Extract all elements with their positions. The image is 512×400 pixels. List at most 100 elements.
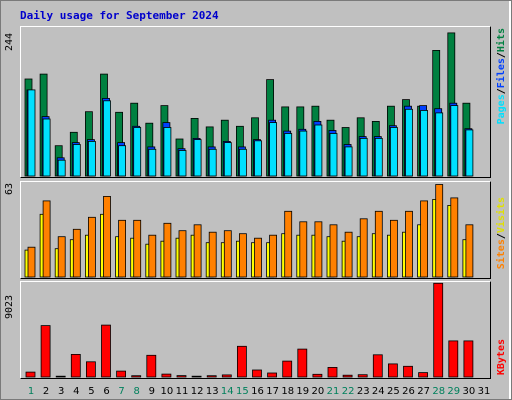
day-label-25: 25 bbox=[387, 386, 400, 397]
pages-bar-23 bbox=[359, 137, 368, 177]
pages-bar-24 bbox=[374, 137, 383, 177]
day-label-4: 4 bbox=[73, 386, 79, 397]
pages-bar-3 bbox=[57, 159, 66, 177]
sites-bar-4 bbox=[72, 228, 81, 278]
sites-bar-9 bbox=[148, 234, 157, 278]
sites-bar-28 bbox=[435, 184, 444, 278]
kbytes-bar-18 bbox=[282, 360, 293, 378]
kbytes-bar-28 bbox=[433, 282, 444, 378]
pages-bar-28 bbox=[435, 112, 444, 177]
sites-bar-17 bbox=[269, 234, 278, 278]
day-label-15: 15 bbox=[236, 386, 249, 397]
pages-bar-17 bbox=[269, 122, 278, 177]
day-label-12: 12 bbox=[191, 386, 204, 397]
kbytes-bar-25 bbox=[387, 363, 398, 378]
pages-bar-15 bbox=[238, 148, 247, 177]
kbytes-bar-1 bbox=[25, 371, 36, 378]
pages-bar-25 bbox=[389, 127, 398, 177]
kbytes-bar-30 bbox=[463, 340, 474, 378]
kbytes-bar-26 bbox=[403, 365, 413, 378]
pages-bar-10 bbox=[163, 127, 172, 177]
kbytes-bar-8 bbox=[131, 375, 142, 378]
day-label-9: 9 bbox=[149, 386, 155, 397]
kbytes-bar-9 bbox=[146, 354, 157, 378]
day-label-21: 21 bbox=[327, 386, 340, 397]
day-label-3: 3 bbox=[58, 386, 64, 397]
pages-bar-4 bbox=[72, 144, 81, 177]
pages-bar-9 bbox=[148, 148, 157, 177]
pages-bar-20 bbox=[314, 124, 323, 177]
sites-bar-5 bbox=[88, 216, 96, 278]
sites-bar-10 bbox=[163, 222, 172, 278]
sites-bar-22 bbox=[344, 231, 353, 278]
pages-bar-8 bbox=[133, 127, 142, 177]
kbytes-bar-6 bbox=[101, 324, 111, 378]
sites-bar-30 bbox=[465, 224, 474, 278]
kbytes-bar-5 bbox=[86, 361, 96, 378]
kbytes-bar-21 bbox=[327, 366, 338, 378]
pages-bar-11 bbox=[178, 150, 187, 177]
kbytes-bar-20 bbox=[312, 373, 323, 378]
day-label-26: 26 bbox=[402, 386, 415, 397]
day-label-20: 20 bbox=[312, 386, 325, 397]
sites-bar-13 bbox=[208, 231, 217, 278]
kbytes-bar-15 bbox=[236, 345, 247, 378]
sites-bar-21 bbox=[329, 224, 338, 278]
sites-bar-1 bbox=[27, 246, 36, 278]
sites-bar-14 bbox=[223, 230, 232, 278]
day-label-11: 11 bbox=[176, 386, 189, 397]
kbytes-bar-22 bbox=[342, 374, 353, 378]
kbytes-bar-27 bbox=[418, 372, 429, 378]
sites-bar-23 bbox=[359, 218, 368, 278]
pages-bar-13 bbox=[208, 148, 217, 177]
sites-bar-6 bbox=[103, 195, 111, 278]
pages-bar-14 bbox=[223, 142, 232, 177]
pages-bar-29 bbox=[450, 105, 459, 177]
kbytes-bar-4 bbox=[70, 353, 81, 378]
sites-bar-12 bbox=[193, 224, 202, 278]
sites-bar-8 bbox=[133, 219, 142, 278]
pages-bar-18 bbox=[284, 133, 293, 177]
day-label-16: 16 bbox=[251, 386, 264, 397]
day-label-10: 10 bbox=[161, 386, 174, 397]
day-label-13: 13 bbox=[206, 386, 219, 397]
sites-bar-26 bbox=[405, 210, 413, 278]
day-label-6: 6 bbox=[103, 386, 109, 397]
pages-bar-1 bbox=[27, 89, 36, 177]
pages-bar-30 bbox=[465, 129, 474, 177]
sites-bar-29 bbox=[450, 197, 459, 278]
day-label-29: 29 bbox=[447, 386, 460, 397]
sites-bar-20 bbox=[314, 221, 323, 278]
kbytes-bar-2 bbox=[40, 325, 51, 378]
day-label-5: 5 bbox=[88, 386, 94, 397]
day-label-17: 17 bbox=[266, 386, 279, 397]
sites-bar-24 bbox=[374, 210, 383, 278]
sites-bar-27 bbox=[420, 200, 429, 278]
day-label-28: 28 bbox=[432, 386, 445, 397]
kbytes-bar-19 bbox=[297, 348, 308, 378]
day-label-14: 14 bbox=[221, 386, 234, 397]
kbytes-bar-12 bbox=[191, 375, 202, 378]
pages-bar-7 bbox=[118, 145, 126, 177]
pages-bar-19 bbox=[299, 130, 308, 177]
sites-bar-2 bbox=[42, 200, 51, 278]
day-label-7: 7 bbox=[118, 386, 124, 397]
sites-bar-18 bbox=[284, 210, 293, 278]
sites-bar-16 bbox=[254, 237, 262, 278]
day-label-2: 2 bbox=[43, 386, 49, 397]
pages-bar-5 bbox=[88, 140, 96, 177]
sites-bar-7 bbox=[118, 219, 126, 278]
sites-bar-19 bbox=[299, 221, 308, 278]
day-label-18: 18 bbox=[281, 386, 294, 397]
day-label-27: 27 bbox=[417, 386, 430, 397]
pages-bar-26 bbox=[405, 108, 413, 177]
kbytes-bar-3 bbox=[55, 375, 66, 378]
pages-bar-16 bbox=[254, 140, 262, 177]
sites-bar-3 bbox=[57, 236, 66, 278]
chart-title: Daily usage for September 2024 bbox=[20, 9, 219, 22]
kbytes-bar-10 bbox=[161, 373, 172, 378]
day-label-31: 31 bbox=[478, 386, 491, 397]
sites-bar-25 bbox=[389, 219, 398, 278]
